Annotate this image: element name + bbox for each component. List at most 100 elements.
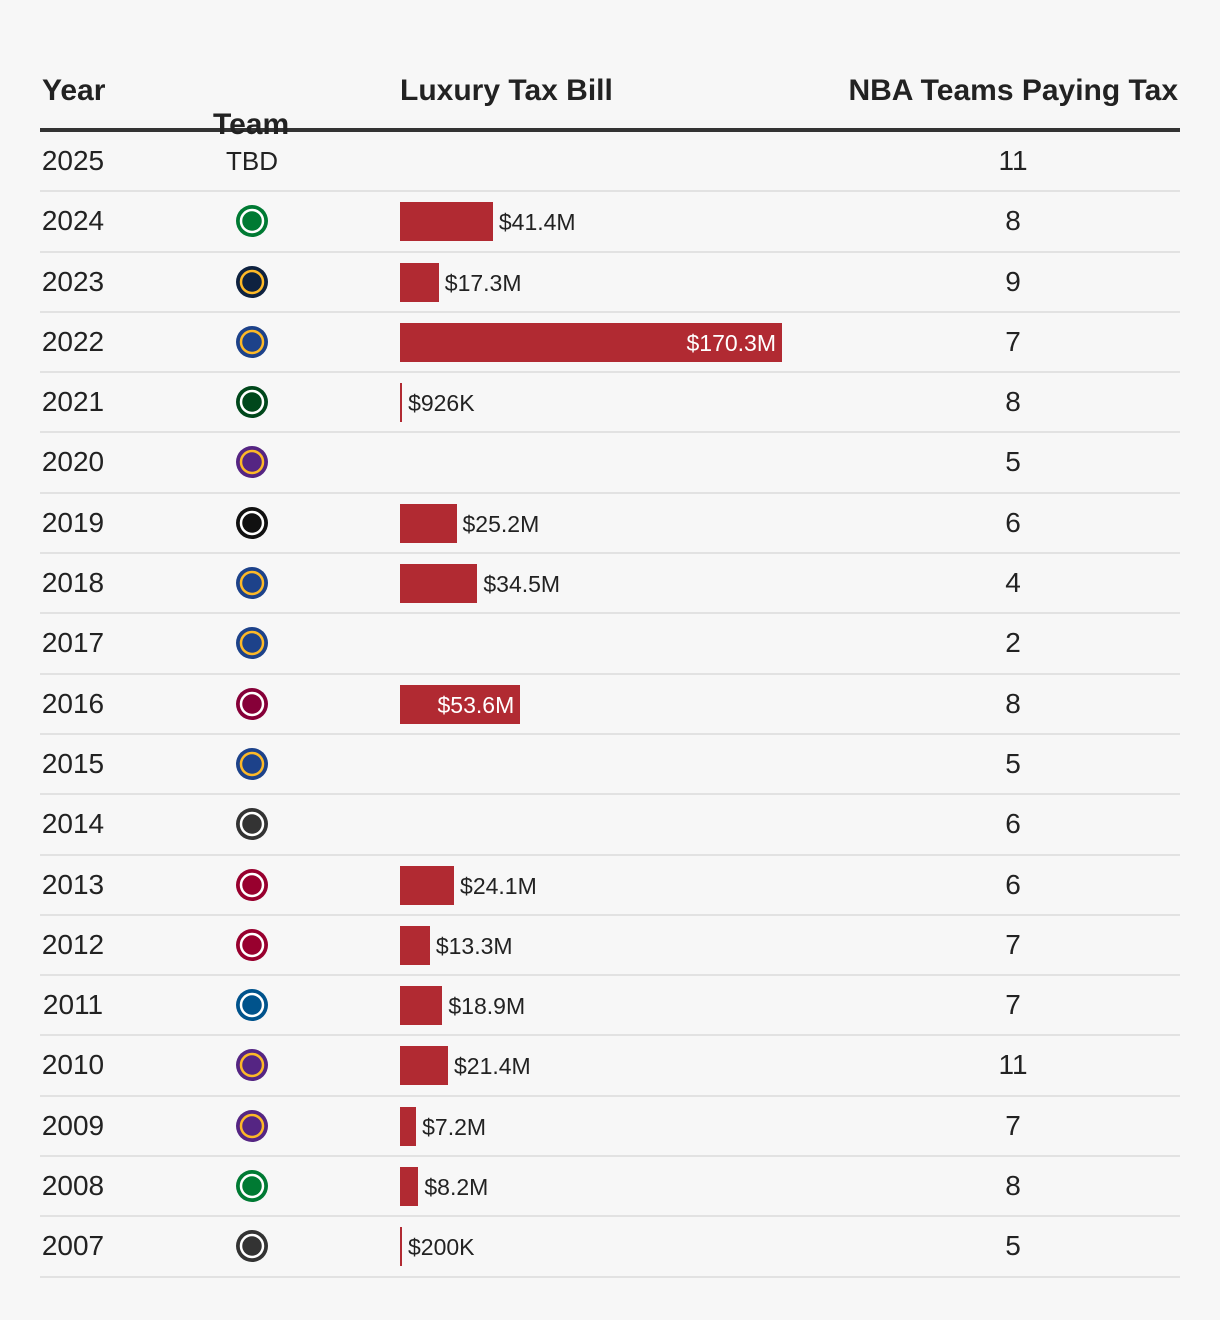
table-row: 2008 $8.2M 8 <box>40 1157 1180 1218</box>
tax-bar <box>400 1167 419 1207</box>
luxury-tax-cell: $7.2M <box>400 1097 840 1155</box>
tax-bar <box>400 1227 402 1267</box>
tax-bar <box>400 202 493 242</box>
heat-logo-icon <box>236 928 268 961</box>
tax-bar-label: $18.9M <box>448 993 526 1020</box>
year-cell: 2011 <box>42 989 104 1021</box>
teams-paying-cell: 7 <box>1005 1109 1021 1141</box>
luxury-tax-cell: $24.1M <box>400 856 840 914</box>
header-year: Year <box>42 74 106 107</box>
tax-bar <box>400 1046 448 1086</box>
teams-paying-cell: 7 <box>1005 928 1021 960</box>
warriors-logo-icon <box>236 627 268 660</box>
table-row: 2019 $25.2M 6 <box>40 494 1180 555</box>
warriors-logo-icon <box>236 567 268 600</box>
luxury-tax-cell <box>400 132 840 190</box>
tax-bar <box>400 564 478 604</box>
tax-bar-label: $34.5M <box>483 571 561 598</box>
luxury-tax-cell: $53.6M <box>400 675 840 733</box>
heat-logo-icon <box>236 868 268 901</box>
header-luxury-tax: Luxury Tax Bill <box>400 74 613 107</box>
luxury-tax-cell <box>400 433 840 491</box>
teams-paying-cell: 8 <box>1005 687 1021 719</box>
header-team: Team <box>213 108 290 141</box>
team-cell <box>222 1217 282 1275</box>
luxury-tax-table: Year Team Luxury Tax Bill NBA Teams Payi… <box>40 60 1180 1278</box>
luxury-tax-cell: $170.3M <box>400 313 840 371</box>
teams-paying-cell: 6 <box>1005 506 1021 538</box>
tax-bar <box>400 986 443 1026</box>
team-cell: TBD <box>222 132 282 190</box>
team-cell <box>222 554 282 612</box>
luxury-tax-cell: $200K <box>400 1217 840 1275</box>
tax-bar-label: $8.2M <box>424 1174 489 1201</box>
celtics-logo-icon <box>236 205 268 238</box>
raptors-logo-icon <box>236 506 268 539</box>
tax-bar-label: $7.2M <box>422 1113 487 1140</box>
spurs-logo-icon <box>236 1230 268 1263</box>
team-cell <box>222 1097 282 1155</box>
tax-bar <box>400 322 782 362</box>
teams-paying-cell: 8 <box>1005 386 1021 418</box>
team-cell <box>222 916 282 974</box>
table-header: Year Team Luxury Tax Bill NBA Teams Payi… <box>40 60 1180 141</box>
team-cell <box>222 373 282 431</box>
table-row: 2009 $7.2M 7 <box>40 1097 1180 1158</box>
team-tbd-label: TBD <box>226 145 278 176</box>
header-teams-paying: NBA Teams Paying Tax <box>848 74 1178 107</box>
year-cell: 2013 <box>41 868 105 900</box>
team-cell <box>222 614 282 672</box>
teams-paying-cell: 11 <box>998 1049 1028 1081</box>
teams-paying-cell: 6 <box>1005 868 1021 900</box>
teams-paying-cell: 8 <box>1005 205 1021 237</box>
table-row: 2021 $926K 8 <box>40 373 1180 434</box>
tax-bar-label: $25.2M <box>462 510 540 537</box>
tax-bar-label: $24.1M <box>460 872 537 899</box>
teams-paying-cell: 7 <box>1005 989 1021 1021</box>
table-row: 2013 $24.1M 6 <box>40 856 1180 916</box>
year-cell: 2017 <box>41 627 105 659</box>
teams-paying-cell: 4 <box>1005 567 1021 599</box>
year-cell: 2014 <box>41 808 105 840</box>
mavericks-logo-icon <box>236 989 268 1022</box>
luxury-tax-cell: $25.2M <box>400 494 840 552</box>
tax-bar-label: $21.4M <box>454 1053 531 1080</box>
team-cell <box>222 735 282 793</box>
year-cell: 2018 <box>41 567 105 599</box>
table-body: 2025 TBD 11 2024 $41.4M 8 2023 $17.3M 9 2022 $170.… <box>40 132 1180 1278</box>
spurs-logo-icon <box>236 808 268 841</box>
tax-bar-label: $200K <box>408 1234 475 1261</box>
teams-paying-cell: 8 <box>1005 1170 1021 1202</box>
teams-paying-cell: 5 <box>1005 446 1021 478</box>
year-cell: 2021 <box>41 386 105 418</box>
team-cell <box>222 313 282 371</box>
year-cell: 2022 <box>41 325 105 357</box>
table-row: 2024 $41.4M 8 <box>40 192 1180 253</box>
table-row: 2025 TBD 11 <box>40 132 1180 193</box>
tax-bar <box>400 262 439 302</box>
table-row: 2022 $170.3M 7 <box>40 313 1180 374</box>
luxury-tax-cell <box>400 614 840 672</box>
team-cell <box>222 1157 282 1215</box>
tax-bar-label: $17.3M <box>444 269 522 296</box>
year-cell: 2016 <box>41 687 105 719</box>
year-cell: 2025 <box>41 145 105 176</box>
nuggets-logo-icon <box>236 265 268 298</box>
team-cell <box>222 433 282 491</box>
tax-bar-label: $170.3M <box>686 329 776 356</box>
teams-paying-cell: 5 <box>1005 1230 1021 1262</box>
table-row: 2012 $13.3M 7 <box>40 916 1180 977</box>
lakers-logo-icon <box>236 446 268 479</box>
team-cell <box>222 856 282 914</box>
table-row: 2017 2 <box>40 614 1180 675</box>
warriors-logo-icon <box>236 747 268 780</box>
tax-bar <box>400 503 457 543</box>
team-cell <box>222 795 282 853</box>
celtics-logo-icon <box>236 1170 268 1203</box>
bucks-logo-icon <box>236 386 268 419</box>
lakers-logo-icon <box>236 1049 268 1082</box>
table-row: 2010 $21.4M 11 <box>40 1036 1180 1097</box>
table-row: 2016 $53.6M 8 <box>40 675 1180 735</box>
luxury-tax-cell: $21.4M <box>400 1036 840 1094</box>
table-row: 2014 6 <box>40 795 1180 856</box>
